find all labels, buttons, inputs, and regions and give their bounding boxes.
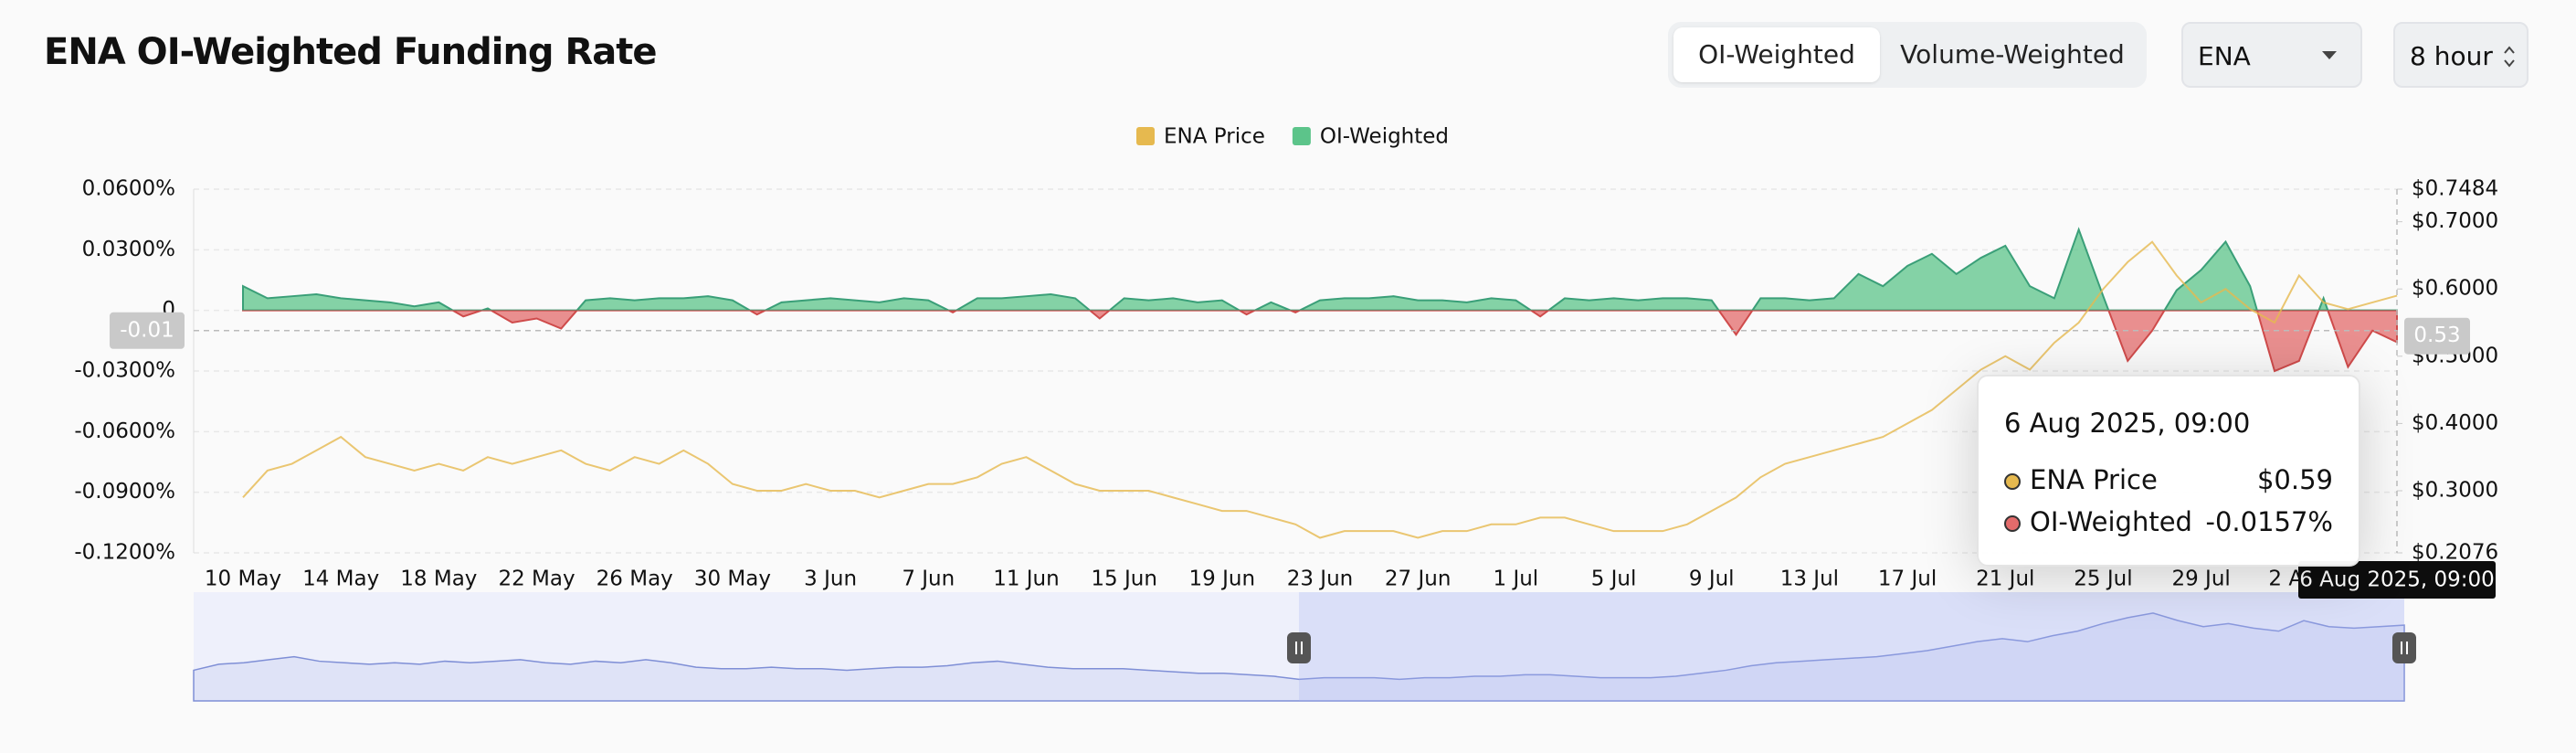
y2-tick-label: $0.7484	[2412, 177, 2498, 201]
y2-tick-label: $0.2076	[2412, 541, 2498, 565]
y-tick-label: -0.1200%	[74, 541, 175, 565]
y-tick-label: 0.0600%	[82, 177, 175, 201]
y2-tick-label: $0.6000	[2412, 277, 2498, 301]
tooltip-value: -0.0157%	[2205, 506, 2334, 537]
caret	[2322, 51, 2337, 59]
crosshair-y-box	[110, 312, 185, 349]
x-tick-label: 15 Jun	[1091, 567, 1157, 591]
y-tick-label: -0.0300%	[74, 359, 175, 383]
page-title: ENA OI-Weighted Funding Rate	[44, 31, 658, 73]
navigator-handle	[1287, 632, 1311, 663]
x-tick-label: 19 Jun	[1189, 567, 1256, 591]
toggle-button[interactable]: Volume-Weighted	[1900, 39, 2125, 69]
stepper	[2504, 46, 2515, 68]
tooltip-name: ENA Price	[2030, 464, 2158, 495]
y-tick-label: -0.0900%	[74, 480, 175, 504]
crosshair-y2-box	[2404, 317, 2470, 355]
funding-area	[242, 227, 2398, 373]
tooltip-row: OI-Weighted -0.0157%	[2004, 506, 2333, 537]
tooltip: 6 Aug 2025, 09:00 ENA Price $0.59 OI-Weig…	[1977, 375, 2360, 567]
y-tick-label: 0.0300%	[82, 238, 175, 261]
navigator-selection	[1299, 592, 2404, 701]
x-tick-label: 21 Jul	[1976, 567, 2034, 591]
legend: ENA Price OI-Weighted	[1136, 125, 1449, 149]
handle-grip	[2401, 642, 2408, 654]
x-tick-label: 26 May	[596, 567, 673, 591]
crosshair-y2-label: 0.53	[2413, 323, 2460, 347]
x-tick-label: 23 Jun	[1287, 567, 1354, 591]
tooltip-dot	[2004, 515, 2021, 532]
tooltip-title: 6 Aug 2025, 09:00	[2004, 408, 2251, 439]
x-tick-label: 29 Jul	[2171, 567, 2230, 591]
select-text: 8 hour	[2410, 41, 2493, 71]
x-tick-label: 30 May	[694, 567, 771, 591]
x-tick-label: 13 Jul	[1780, 567, 1839, 591]
x-tick-label: 25 Jul	[2074, 567, 2132, 591]
x-tick-label: 7 Jun	[902, 567, 955, 591]
x-tick-label: 5 Jul	[1591, 567, 1637, 591]
handle-grip	[1295, 642, 1303, 654]
x-tick-label: 10 May	[205, 567, 281, 591]
select-text: ENA	[2198, 41, 2251, 71]
tooltip-dot	[2004, 473, 2021, 490]
x-tick-label: 11 Jun	[993, 567, 1060, 591]
legend-label: OI-Weighted	[1320, 125, 1449, 149]
navigator-area	[193, 612, 2405, 702]
legend-swatch	[1292, 127, 1311, 145]
legend-swatch	[1136, 127, 1155, 145]
tooltip-value: $0.59	[2256, 464, 2333, 495]
x-tick-label: 9 Jul	[1689, 567, 1735, 591]
x-tick-label: 17 Jul	[1878, 567, 1937, 591]
x-tick-label: 3 Jun	[804, 567, 857, 591]
crosshair-y-label: -0.01	[120, 318, 174, 342]
interval-select[interactable]: 8 hour	[2393, 22, 2528, 88]
asset-select[interactable]: ENA	[2181, 22, 2362, 88]
price-line	[242, 240, 2398, 539]
navigator-handle	[2392, 632, 2416, 663]
tooltip-name: OI-Weighted	[2030, 506, 2192, 537]
x-tick-label: 27 Jun	[1385, 567, 1452, 591]
weighting-toggle: OI-Weighted Volume-Weighted	[1668, 22, 2147, 88]
x-tick-label: 14 May	[302, 567, 379, 591]
toggle-button[interactable]: OI-Weighted	[1673, 27, 1880, 82]
y2-tick-label: $0.4000	[2412, 411, 2498, 435]
x-tick-label: 18 May	[400, 567, 477, 591]
x-tick-label: 1 Jul	[1494, 567, 1539, 591]
crosshair-x-box	[2298, 561, 2496, 599]
y2-tick-label: $0.7000	[2412, 209, 2498, 233]
legend-label: ENA Price	[1164, 125, 1265, 149]
crosshair-x-label: 6 Aug 2025, 09:00	[2299, 568, 2495, 592]
y2-tick-label: $0.3000	[2412, 478, 2498, 502]
y-tick-label: -0.0600%	[74, 419, 175, 443]
x-tick-label: 22 May	[498, 567, 575, 591]
tooltip-row: ENA Price $0.59	[2004, 464, 2333, 495]
